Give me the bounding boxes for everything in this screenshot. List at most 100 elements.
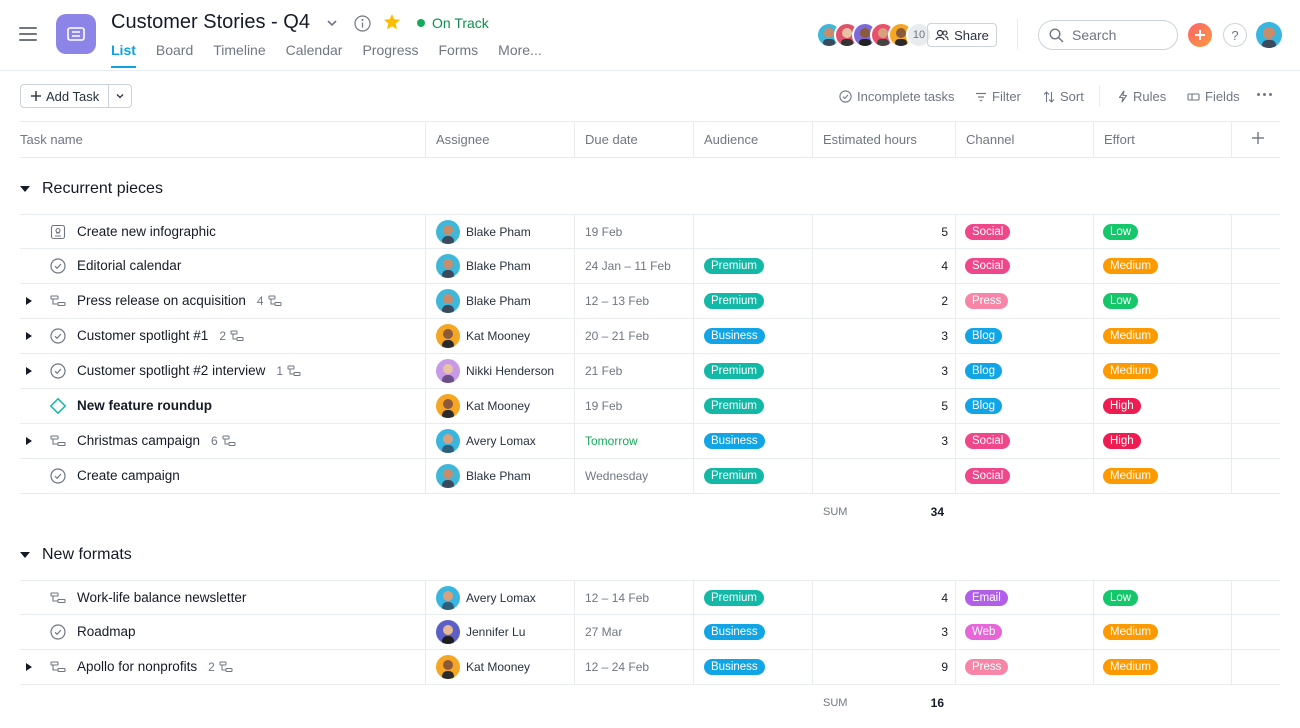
audience-cell[interactable]: Premium [704,459,765,493]
more-options-icon[interactable] [1257,93,1272,96]
add-task-dropdown[interactable] [109,85,131,107]
assignee-cell[interactable]: Kat Mooney [436,389,530,423]
project-title[interactable]: Customer Stories - Q4 [111,11,310,33]
effort-cell[interactable]: Medium [1103,354,1158,388]
task-name[interactable]: Roadmap [77,624,136,639]
sort-button[interactable]: Sort [1043,89,1084,104]
task-row[interactable]: Press release on acquisition Blake Pham 12… [20,284,1280,319]
effort-cell[interactable]: Medium [1103,615,1158,649]
column-header-estimated-hours[interactable]: Estimated hours [823,132,917,147]
estimated-hours-cell[interactable] [823,459,948,493]
check-circle-icon[interactable] [50,258,66,274]
channel-cell[interactable]: Web [965,615,1003,649]
search-input[interactable] [1072,27,1162,43]
effort-cell[interactable]: Medium [1103,459,1158,493]
due-date-cell[interactable]: 12 – 24 Feb [585,660,650,674]
incomplete-tasks-filter[interactable]: Incomplete tasks [839,89,955,104]
info-icon[interactable] [354,15,371,32]
expand-subtasks-icon[interactable] [26,332,32,340]
expand-subtasks-icon[interactable] [26,437,32,445]
subtask-icon[interactable] [50,590,66,606]
assignee-cell[interactable]: Kat Mooney [436,319,530,353]
subtask-icon[interactable] [50,293,66,309]
task-name[interactable]: Customer spotlight #1 [77,328,209,343]
channel-cell[interactable]: Blog [965,319,1003,353]
effort-cell[interactable]: High [1103,424,1141,458]
effort-cell[interactable]: Medium [1103,650,1158,684]
filter-button[interactable]: Filter [975,89,1021,104]
subtask-count[interactable]: 2 [208,650,233,684]
audience-cell[interactable]: Premium [704,354,765,388]
task-row[interactable]: Customer spotlight #2 interview Nikki Hen… [20,354,1280,389]
project-icon[interactable] [56,14,96,54]
check-circle-icon[interactable] [50,624,66,640]
assignee-cell[interactable]: Blake Pham [436,215,531,249]
check-circle-icon[interactable] [50,468,66,484]
assignee-cell[interactable]: Blake Pham [436,249,531,283]
due-date-cell[interactable]: 19 Feb [585,399,623,413]
expand-subtasks-icon[interactable] [26,297,32,305]
task-name[interactable]: Work-life balance newsletter [77,590,247,605]
effort-cell[interactable]: Low [1103,215,1139,249]
search-field[interactable] [1038,20,1178,50]
approval-icon[interactable] [50,224,66,240]
tab-calendar[interactable]: Calendar [285,42,343,58]
tab-list[interactable]: List [111,42,136,68]
task-name[interactable]: Create new infographic [77,224,216,239]
channel-cell[interactable]: Social [965,459,1011,493]
due-date-cell[interactable]: 12 – 14 Feb [585,591,650,605]
estimated-hours-cell[interactable]: 3 [941,434,948,448]
subtask-count[interactable]: 4 [257,284,282,318]
audience-cell[interactable]: Premium [704,249,765,283]
tab-forms[interactable]: Forms [438,42,479,58]
channel-cell[interactable]: Email [965,581,1008,615]
due-date-cell[interactable]: 21 Feb [585,364,623,378]
share-button[interactable]: Share [927,23,997,47]
due-date-cell[interactable]: 24 Jan – 11 Feb [585,259,671,273]
star-icon[interactable] [383,13,401,31]
channel-cell[interactable]: Press [965,650,1009,684]
estimated-hours-cell[interactable]: 4 [941,259,948,273]
estimated-hours-cell[interactable]: 4 [941,591,948,605]
audience-cell[interactable]: Premium [704,389,765,423]
quick-add-button[interactable] [1188,23,1212,47]
assignee-cell[interactable]: Avery Lomax [436,581,536,615]
estimated-hours-cell[interactable]: 2 [941,294,948,308]
subtask-count[interactable]: 6 [211,424,236,458]
add-task-button[interactable]: Add Task [21,85,109,107]
chevron-down-icon[interactable] [325,16,339,30]
task-name[interactable]: Editorial calendar [77,258,182,273]
task-row[interactable]: New feature roundup Kat Mooney 19 Feb Premi… [20,389,1280,424]
task-name[interactable]: Apollo for nonprofits [77,659,198,674]
due-date-cell[interactable]: 27 Mar [585,625,623,639]
tab-more[interactable]: More... [498,42,542,58]
effort-cell[interactable]: Low [1103,284,1139,318]
task-name[interactable]: Christmas campaign [77,433,201,448]
estimated-hours-cell[interactable]: 5 [941,399,948,413]
section-header[interactable]: New formats [20,546,132,564]
column-header-due-date[interactable]: Due date [585,132,638,147]
user-avatar[interactable] [1256,22,1282,48]
column-header-task-name[interactable]: Task name [20,132,83,147]
task-row[interactable]: Roadmap Jennifer Lu 27 Mar Business 3 Web Medi… [20,615,1280,650]
tab-timeline[interactable]: Timeline [213,42,266,58]
due-date-cell[interactable]: Tomorrow [585,434,638,448]
rules-button[interactable]: Rules [1118,89,1166,104]
task-row[interactable]: Create campaign Blake Pham Wednesday Premiu… [20,459,1280,494]
estimated-hours-cell[interactable]: 3 [941,364,948,378]
assignee-cell[interactable]: Nikki Henderson [436,354,554,388]
audience-cell[interactable]: Business [704,424,765,458]
channel-cell[interactable]: Social [965,215,1011,249]
section-header[interactable]: Recurrent pieces [20,180,163,198]
effort-cell[interactable]: High [1103,389,1141,423]
estimated-hours-cell[interactable]: 3 [941,625,948,639]
assignee-cell[interactable]: Blake Pham [436,284,531,318]
task-row[interactable]: Editorial calendar Blake Pham 24 Jan – 11 … [20,249,1280,284]
audience-cell[interactable]: Premium [704,284,765,318]
effort-cell[interactable]: Medium [1103,249,1158,283]
project-status[interactable]: On Track [432,15,489,31]
effort-cell[interactable]: Medium [1103,319,1158,353]
task-row[interactable]: Create new infographic Blake Pham 19 Feb 5 S… [20,214,1280,249]
due-date-cell[interactable]: 12 – 13 Feb [585,294,650,308]
expand-subtasks-icon[interactable] [26,367,32,375]
